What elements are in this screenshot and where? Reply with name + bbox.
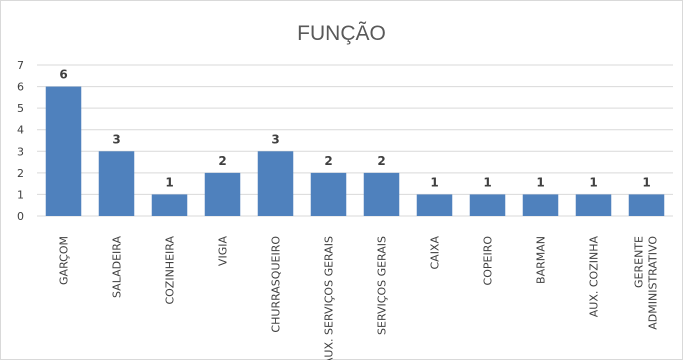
x-tick-label: VIGIA — [216, 236, 229, 267]
bar — [45, 86, 82, 216]
bars — [45, 86, 665, 216]
data-label: 1 — [642, 175, 650, 189]
data-label: 3 — [112, 132, 120, 146]
y-tick-label: 5 — [17, 102, 24, 115]
data-label: 6 — [59, 68, 67, 82]
bar — [628, 194, 665, 216]
x-tick-label: CHURRASQUEIRO — [269, 236, 282, 333]
y-tick-label: 0 — [17, 210, 24, 223]
y-tick-label: 7 — [17, 59, 24, 72]
x-tick-label: GARÇOM — [57, 236, 70, 285]
bar — [257, 151, 294, 216]
x-tick-label: AUX. SERVIÇOS GERAIS — [322, 236, 335, 360]
data-label: 1 — [536, 175, 544, 189]
bar — [469, 194, 506, 216]
bar — [363, 172, 400, 216]
x-tick-label: COPEIRO — [481, 236, 494, 286]
x-tick-label: COZINHEIRA — [163, 236, 176, 305]
bar — [416, 194, 453, 216]
data-labels: 6 3 1 2 3 2 2 1 1 1 1 1 — [59, 68, 650, 190]
data-label: 2 — [218, 154, 226, 168]
bar — [522, 194, 559, 216]
data-label: 1 — [589, 175, 597, 189]
chart-title: FUNÇÃO — [297, 22, 386, 45]
x-tick-label: GERENTEADMINISTRATIVO — [633, 236, 660, 330]
x-tick-label: BARMAN — [534, 236, 547, 284]
x-axis-ticks: GARÇOM SALADEIRA COZINHEIRA VIGIA CHURRASQUE… — [57, 236, 659, 360]
y-tick-label: 2 — [17, 167, 24, 180]
x-tick-label: SALADEIRA — [110, 236, 123, 298]
bar — [310, 172, 347, 216]
bar — [98, 151, 135, 216]
data-label: 2 — [377, 154, 385, 168]
y-tick-label: 3 — [17, 145, 24, 158]
data-label: 1 — [483, 175, 491, 189]
data-label: 1 — [430, 175, 438, 189]
gridlines — [37, 64, 673, 217]
y-axis-ticks: 0 1 2 3 4 5 6 7 — [17, 59, 24, 223]
data-label: 1 — [165, 175, 173, 189]
x-tick-label: SERVIÇOS GERAIS — [375, 236, 388, 335]
bar — [204, 172, 241, 216]
data-label: 2 — [324, 154, 332, 168]
y-tick-label: 4 — [17, 124, 24, 137]
x-tick-label: CAIXA — [428, 236, 441, 270]
y-tick-label: 6 — [17, 81, 24, 94]
x-tick-label: AUX. COZINHA — [587, 236, 600, 318]
data-label: 3 — [271, 132, 279, 146]
bar — [575, 194, 612, 216]
bar — [151, 194, 188, 216]
y-tick-label: 1 — [17, 188, 24, 201]
